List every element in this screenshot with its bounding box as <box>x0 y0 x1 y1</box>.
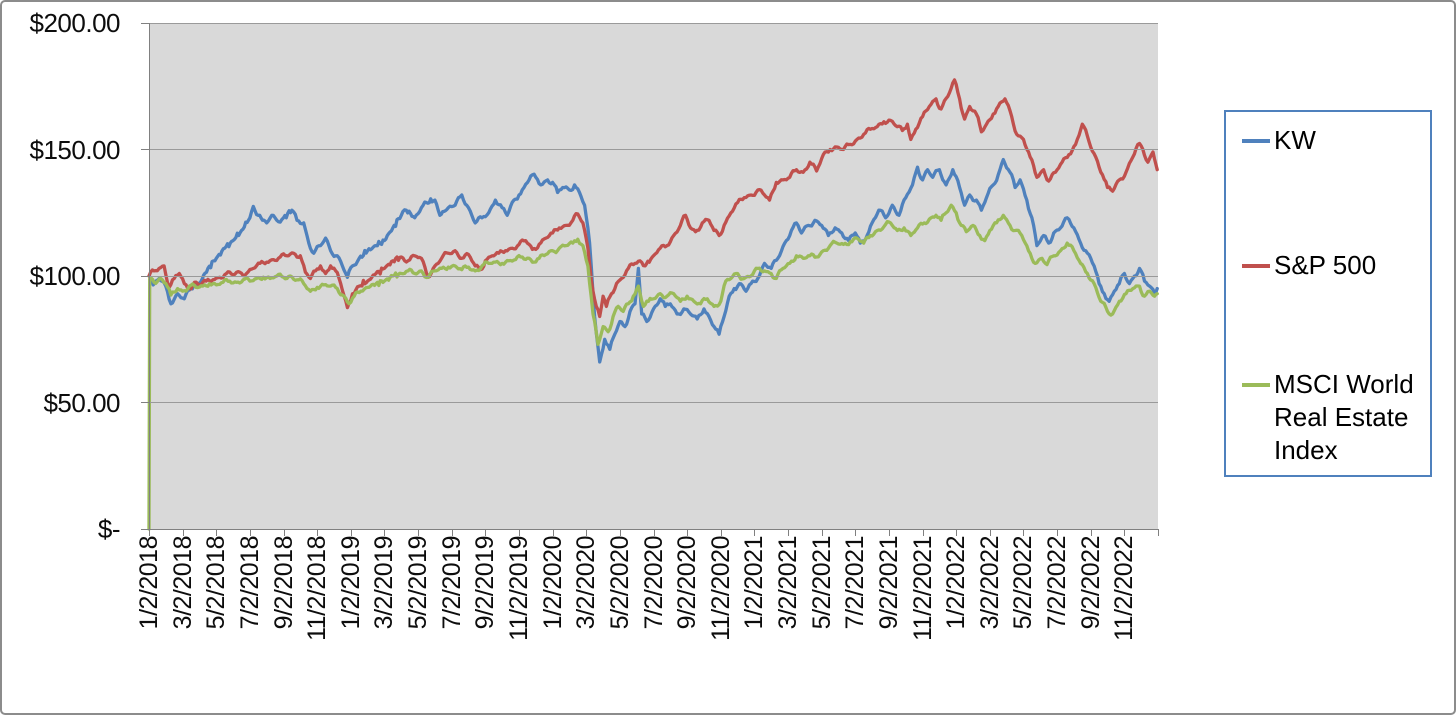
x-tick <box>586 529 588 536</box>
y-tick <box>141 528 149 530</box>
x-tick <box>754 529 756 536</box>
x-axis-label: 1/2/2020 <box>538 536 567 630</box>
series-line-s-p-500 <box>147 78 1159 319</box>
y-tick <box>141 22 149 24</box>
x-axis-label: 9/2/2021 <box>874 536 903 630</box>
series-line-msci-world-real-estate-index <box>147 203 1159 531</box>
x-tick <box>1090 529 1092 536</box>
x-tick <box>1057 529 1059 536</box>
legend-label-kw: KW <box>1274 125 1316 155</box>
x-axis-label: 5/2/2021 <box>807 536 836 630</box>
series-lines-svg <box>147 78 1159 531</box>
gridline-200 <box>149 22 1158 24</box>
y-axis-label: $100.00 <box>29 261 121 291</box>
x-tick <box>317 529 319 536</box>
x-tick <box>619 529 621 536</box>
sp500-line-swatch-icon <box>1242 264 1270 268</box>
x-axis-label: 1/2/2021 <box>740 536 769 630</box>
x-tick <box>418 529 420 536</box>
x-axis-label: 11/2/2021 <box>908 536 937 641</box>
x-axis-label: 5/2/2018 <box>202 536 231 630</box>
x-axis-label: 3/2/2020 <box>572 536 601 630</box>
x-axis-label: 11/2/2020 <box>706 536 735 641</box>
x-axis-label: 5/2/2022 <box>1009 536 1038 630</box>
x-tick <box>182 529 184 536</box>
legend-label-msci: MSCI World Real Estate Index <box>1274 369 1414 465</box>
x-tick <box>451 529 453 536</box>
x-axis-label: 7/2/2020 <box>639 536 668 630</box>
x-axis-label: 7/2/2018 <box>235 536 264 630</box>
y-tick <box>141 402 149 403</box>
x-axis-label: 7/2/2022 <box>1043 536 1072 630</box>
x-axis-label: 3/2/2018 <box>168 536 197 630</box>
x-tick <box>552 529 554 536</box>
x-axis-label: 7/2/2019 <box>437 536 466 630</box>
y-axis-label: $150.00 <box>29 134 121 165</box>
gridline-150 <box>149 149 1158 150</box>
x-tick <box>384 529 386 536</box>
x-axis-label: 5/2/2019 <box>404 536 433 630</box>
x-tick <box>518 529 520 536</box>
x-tick <box>788 529 790 536</box>
x-axis-label: 3/2/2022 <box>975 536 1004 630</box>
legend-label-sp500: S&P 500 <box>1274 250 1377 280</box>
x-axis-label: 5/2/2020 <box>605 536 634 630</box>
x-tick <box>956 529 958 536</box>
x-tick <box>989 529 991 536</box>
x-axis-label: 1/2/2018 <box>135 536 163 630</box>
x-axis-label: 3/2/2021 <box>774 536 803 630</box>
x-tick <box>1023 529 1025 536</box>
x-tick <box>888 529 890 536</box>
x-tick <box>216 529 218 536</box>
x-axis-label: 1/2/2022 <box>942 536 971 630</box>
msci-line-swatch-icon <box>1242 383 1270 387</box>
x-tick <box>653 529 655 536</box>
y-tick <box>141 275 149 277</box>
x-tick <box>1158 529 1159 536</box>
legend-item-msci: MSCI World Real Estate Index <box>1242 368 1432 467</box>
kw-line-swatch-icon <box>1242 139 1270 143</box>
legend: KW S&P 500 MSCI World Real Estate Index <box>1224 110 1432 477</box>
x-tick <box>485 529 487 536</box>
y-axis-label: $50.00 <box>43 387 120 418</box>
x-tick <box>720 529 722 536</box>
gridline-50 <box>149 402 1158 403</box>
x-axis-label: 1/2/2019 <box>336 536 365 630</box>
x-axis-label: 9/2/2020 <box>673 536 702 630</box>
x-axis-label: 11/2/2019 <box>504 536 533 641</box>
x-axis-label: 11/2/2022 <box>1110 536 1139 641</box>
x-axis-label: 9/2/2018 <box>269 536 298 630</box>
y-tick <box>141 149 149 150</box>
x-tick <box>855 529 857 536</box>
x-axis-label: 7/2/2021 <box>841 536 870 630</box>
x-tick <box>350 529 352 536</box>
x-axis-label: 9/2/2019 <box>471 536 500 630</box>
x-tick <box>922 529 924 536</box>
y-axis-line <box>149 23 150 530</box>
legend-item-kw: KW <box>1242 124 1432 157</box>
y-axis-label: $200.00 <box>29 8 121 38</box>
x-axis-label: 11/2/2018 <box>303 536 332 641</box>
x-axis-label: 3/2/2019 <box>370 536 399 630</box>
x-axis-label: 9/2/2022 <box>1076 536 1105 630</box>
x-tick <box>1124 529 1126 536</box>
x-tick <box>283 529 285 536</box>
x-tick <box>821 529 823 536</box>
series-line-kw <box>147 157 1159 364</box>
x-tick <box>149 529 150 536</box>
x-tick <box>249 529 251 536</box>
gridline-100 <box>149 275 1158 277</box>
x-tick <box>687 529 689 536</box>
y-axis-label: $- <box>97 514 121 544</box>
legend-item-sp500: S&P 500 <box>1242 249 1432 282</box>
